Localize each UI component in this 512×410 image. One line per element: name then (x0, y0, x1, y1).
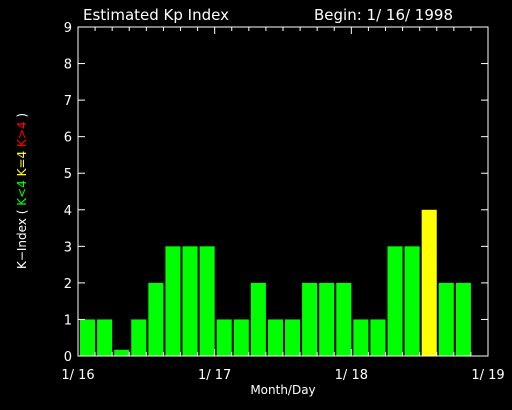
bar (370, 319, 386, 356)
bar (148, 282, 164, 356)
x-axis-label: Month/Day (250, 383, 315, 397)
bar (302, 282, 318, 356)
bar (182, 246, 198, 356)
y-axis-label: K−Index ( K<4 K=4 K>4 ) (15, 113, 29, 269)
bar (250, 282, 266, 356)
bar (233, 319, 249, 356)
y-tick-label: 9 (64, 21, 72, 36)
bar (387, 246, 403, 356)
y-tick-label: 6 (64, 131, 72, 146)
bar (319, 282, 335, 356)
y-tick-label: 5 (64, 167, 72, 182)
bar (114, 349, 130, 356)
bar (455, 282, 471, 356)
bar (80, 319, 96, 356)
x-tick-label: 1/ 19 (471, 368, 504, 383)
bar (267, 319, 283, 356)
y-axis-label-part: K−Index ( (15, 206, 29, 269)
x-tick-label: 1/ 18 (335, 368, 368, 383)
y-axis-label-part: K>4 (15, 118, 29, 147)
bar (216, 319, 232, 356)
bar (131, 319, 147, 356)
begin-date-label: Begin: 1/ 16/ 1998 (314, 6, 453, 24)
bar (165, 246, 181, 356)
x-axis: 1/ 16 1/ 17 1/ 18 1/ 19 (61, 27, 505, 383)
y-tick-label: 1 (64, 313, 72, 328)
y-axis-label-part: K=4 (15, 147, 29, 176)
bar (438, 282, 454, 356)
y-tick-label: 8 (64, 58, 72, 73)
x-tick-label: 1/ 16 (61, 368, 94, 383)
y-tick-label: 3 (64, 240, 72, 255)
bar (199, 246, 215, 356)
bar (421, 209, 437, 356)
y-tick-label: 0 (64, 350, 72, 365)
bar (285, 319, 301, 356)
y-tick-label: 2 (64, 277, 72, 292)
bars-group (80, 209, 471, 356)
y-axis-label-part: K<4 (15, 176, 29, 205)
bar (353, 319, 369, 356)
bar (404, 246, 420, 356)
bar (336, 282, 352, 356)
x-tick-label: 1/ 17 (198, 368, 231, 383)
y-tick-label: 7 (64, 94, 72, 109)
y-axis-label-part: ) (15, 113, 29, 118)
chart-title: Estimated Kp Index (83, 6, 229, 24)
y-tick-label: 4 (64, 204, 72, 219)
y-axis: 0 1 2 3 4 5 6 7 8 9 (64, 21, 488, 365)
bar (97, 319, 113, 356)
